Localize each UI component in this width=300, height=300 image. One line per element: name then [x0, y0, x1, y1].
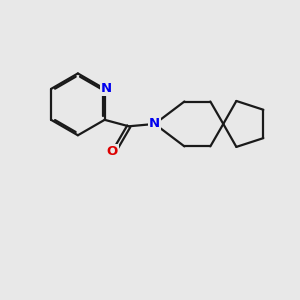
Text: O: O — [107, 145, 118, 158]
Text: N: N — [100, 82, 112, 95]
Text: N: N — [149, 117, 160, 130]
